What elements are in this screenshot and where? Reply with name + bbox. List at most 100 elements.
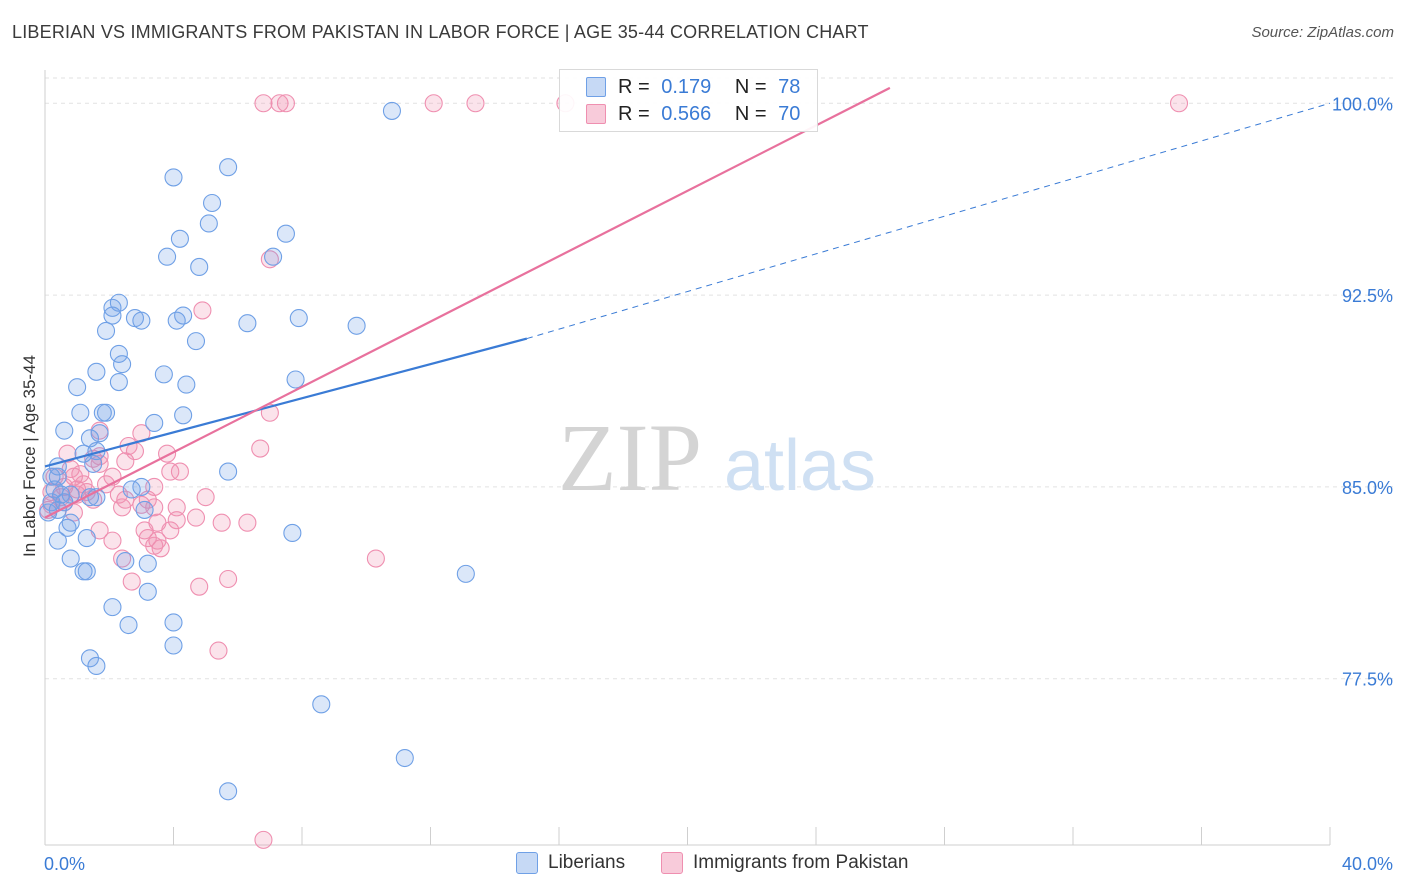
legend-n-value-liberians: 78 [778, 75, 801, 98]
legend-swatch-pakistan [661, 852, 683, 874]
data-point-liberians [276, 224, 295, 243]
data-point-pakistan [212, 513, 231, 532]
trendline-liberians [44, 337, 528, 468]
data-point-liberians [116, 552, 135, 571]
data-point-liberians [170, 229, 189, 248]
data-point-liberians [61, 513, 80, 532]
data-point-liberians [42, 493, 61, 512]
data-point-pakistan [424, 94, 443, 113]
data-point-liberians [84, 454, 103, 473]
series-liberians-points [39, 101, 475, 801]
legend-n-value-pakistan: 70 [778, 102, 801, 125]
data-point-liberians [87, 656, 106, 676]
legend-r-label: R = [618, 102, 650, 125]
data-point-liberians [283, 523, 302, 543]
x-tick-label-max: 40.0% [1342, 854, 1393, 874]
data-point-liberians [199, 214, 218, 233]
data-point-liberians [138, 582, 157, 601]
data-point-pakistan [167, 511, 186, 530]
trendline-pakistan [44, 86, 891, 519]
watermark-zip: ZIP [558, 404, 702, 511]
legend-r-label: R = [618, 75, 650, 98]
data-point-pakistan [122, 572, 141, 591]
trendlines [44, 86, 1331, 519]
data-point-liberians [48, 531, 67, 550]
data-point-pakistan [238, 513, 257, 532]
data-point-pakistan [186, 508, 206, 527]
legend-item-pakistan[interactable]: Immigrants from Pakistan [661, 852, 908, 874]
data-point-liberians [87, 362, 106, 381]
legend-swatch-liberians [586, 77, 606, 97]
legend-r-value-pakistan: 0.566 [661, 102, 712, 125]
data-point-pakistan [254, 94, 273, 113]
y-tick-label: 92.5% [1342, 286, 1393, 306]
data-point-liberians [61, 549, 80, 568]
data-point-liberians [58, 518, 77, 537]
source-credit: Source: ZipAtlas.com [1251, 24, 1394, 41]
data-point-pakistan [116, 452, 135, 471]
data-point-pakistan [161, 521, 180, 540]
data-point-liberians [186, 332, 206, 351]
data-point-liberians [219, 462, 238, 481]
data-point-pakistan [193, 301, 212, 320]
data-point-liberians [238, 314, 257, 333]
axes [44, 70, 1331, 846]
data-point-liberians [158, 247, 177, 266]
data-point-liberians [174, 406, 193, 425]
data-point-liberians [145, 413, 164, 433]
data-point-liberians [132, 311, 151, 330]
legend-label-pakistan: Immigrants from Pakistan [693, 852, 909, 873]
legend-label-liberians: Liberians [548, 852, 626, 873]
data-point-pakistan [113, 498, 132, 517]
data-point-pakistan [219, 569, 238, 589]
gridlines [45, 77, 1395, 680]
data-point-liberians [286, 370, 305, 389]
data-point-liberians [119, 615, 138, 635]
legend-r-value-liberians: 0.179 [661, 75, 712, 98]
data-point-liberians [289, 309, 308, 328]
data-point-liberians [154, 365, 173, 384]
data-point-pakistan [270, 94, 289, 113]
y-tick-label: 100.0% [1332, 94, 1393, 114]
legend-item-liberians[interactable]: Liberians [516, 852, 625, 874]
data-point-liberians [109, 372, 128, 392]
y-axis-label: In Labor Force | Age 35-44 [20, 355, 39, 557]
data-point-liberians [77, 562, 96, 581]
data-point-liberians [395, 748, 414, 768]
data-point-pakistan [254, 830, 273, 849]
series-legend: Liberians Immigrants from Pakistan [0, 852, 1406, 876]
data-point-liberians [164, 636, 183, 655]
data-point-liberians [164, 613, 183, 632]
data-point-pakistan [167, 498, 186, 517]
data-point-liberians [122, 480, 141, 499]
data-point-pakistan [161, 462, 180, 481]
data-point-liberians [135, 500, 154, 519]
trendline-liberians-extension [526, 102, 1331, 340]
data-point-liberians [167, 311, 186, 330]
data-point-liberians [164, 168, 183, 187]
data-point-liberians [138, 554, 157, 573]
data-point-liberians [190, 257, 209, 276]
y-tick-label: 77.5% [1342, 670, 1393, 690]
legend-swatch-liberians [516, 852, 538, 874]
data-point-liberians [456, 564, 475, 583]
x-tick-label-min: 0.0% [44, 854, 85, 874]
data-point-pakistan [251, 439, 270, 458]
data-point-liberians [203, 193, 222, 213]
data-point-pakistan [103, 531, 122, 550]
data-point-liberians [219, 158, 238, 177]
data-point-pakistan [113, 549, 132, 568]
legend-swatch-pakistan [586, 104, 606, 124]
data-point-liberians [103, 306, 122, 325]
data-point-liberians [77, 529, 96, 548]
data-point-pakistan [170, 462, 189, 481]
data-point-liberians [96, 403, 116, 422]
data-point-liberians [382, 101, 402, 120]
data-point-liberians [113, 355, 132, 374]
data-point-liberians [219, 782, 238, 801]
data-point-liberians [96, 321, 116, 340]
correlation-legend: R = 0.179 N = 78 R = 0.566 N = 70 [559, 69, 818, 132]
data-point-pakistan [466, 94, 485, 113]
data-point-pakistan [1169, 94, 1189, 113]
chart-title: LIBERIAN VS IMMIGRANTS FROM PAKISTAN IN … [12, 22, 869, 42]
